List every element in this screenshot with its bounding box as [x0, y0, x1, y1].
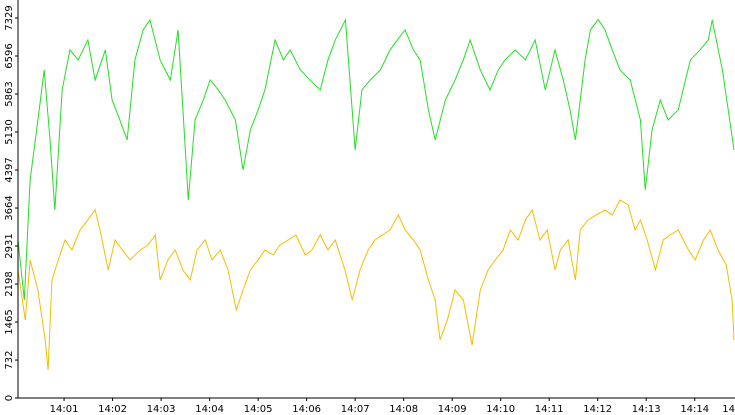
- y-tick-label: 4397: [4, 157, 15, 182]
- y-tick-label: 732: [4, 350, 15, 369]
- x-tick-label: 14:02: [98, 404, 127, 415]
- y-tick-label: 6596: [4, 43, 15, 68]
- x-tick-label: 14: [722, 404, 735, 415]
- y-tick-label: 3664: [4, 195, 15, 220]
- x-tick-label: 14:03: [147, 404, 176, 415]
- x-tick-label: 14:12: [583, 404, 612, 415]
- x-tick-label: 14:14: [680, 404, 709, 415]
- y-tick-label: 1465: [4, 309, 15, 334]
- y-tick-label: 5863: [4, 81, 15, 106]
- x-tick-label: 14:07: [341, 404, 370, 415]
- x-tick-label: 14:04: [195, 404, 224, 415]
- x-tick-label: 14:09: [438, 404, 467, 415]
- x-tick-label: 14:11: [535, 404, 564, 415]
- x-tick-label: 14:08: [389, 404, 418, 415]
- y-tick-label: 0: [4, 395, 15, 401]
- series-line: [17, 199, 735, 371]
- x-tick-label: 14:05: [244, 404, 273, 415]
- x-tick-label: 14:01: [50, 404, 79, 415]
- y-tick-label: 7329: [4, 5, 15, 30]
- x-tick-label: 14:13: [632, 404, 661, 415]
- y-tick-label: 5130: [4, 119, 15, 144]
- y-tick-label: 2198: [4, 271, 15, 296]
- y-tick-label: 2931: [4, 233, 15, 258]
- x-tick-label: 14:06: [292, 404, 321, 415]
- series-line: [17, 18, 735, 301]
- x-tick-label: 14:10: [486, 404, 515, 415]
